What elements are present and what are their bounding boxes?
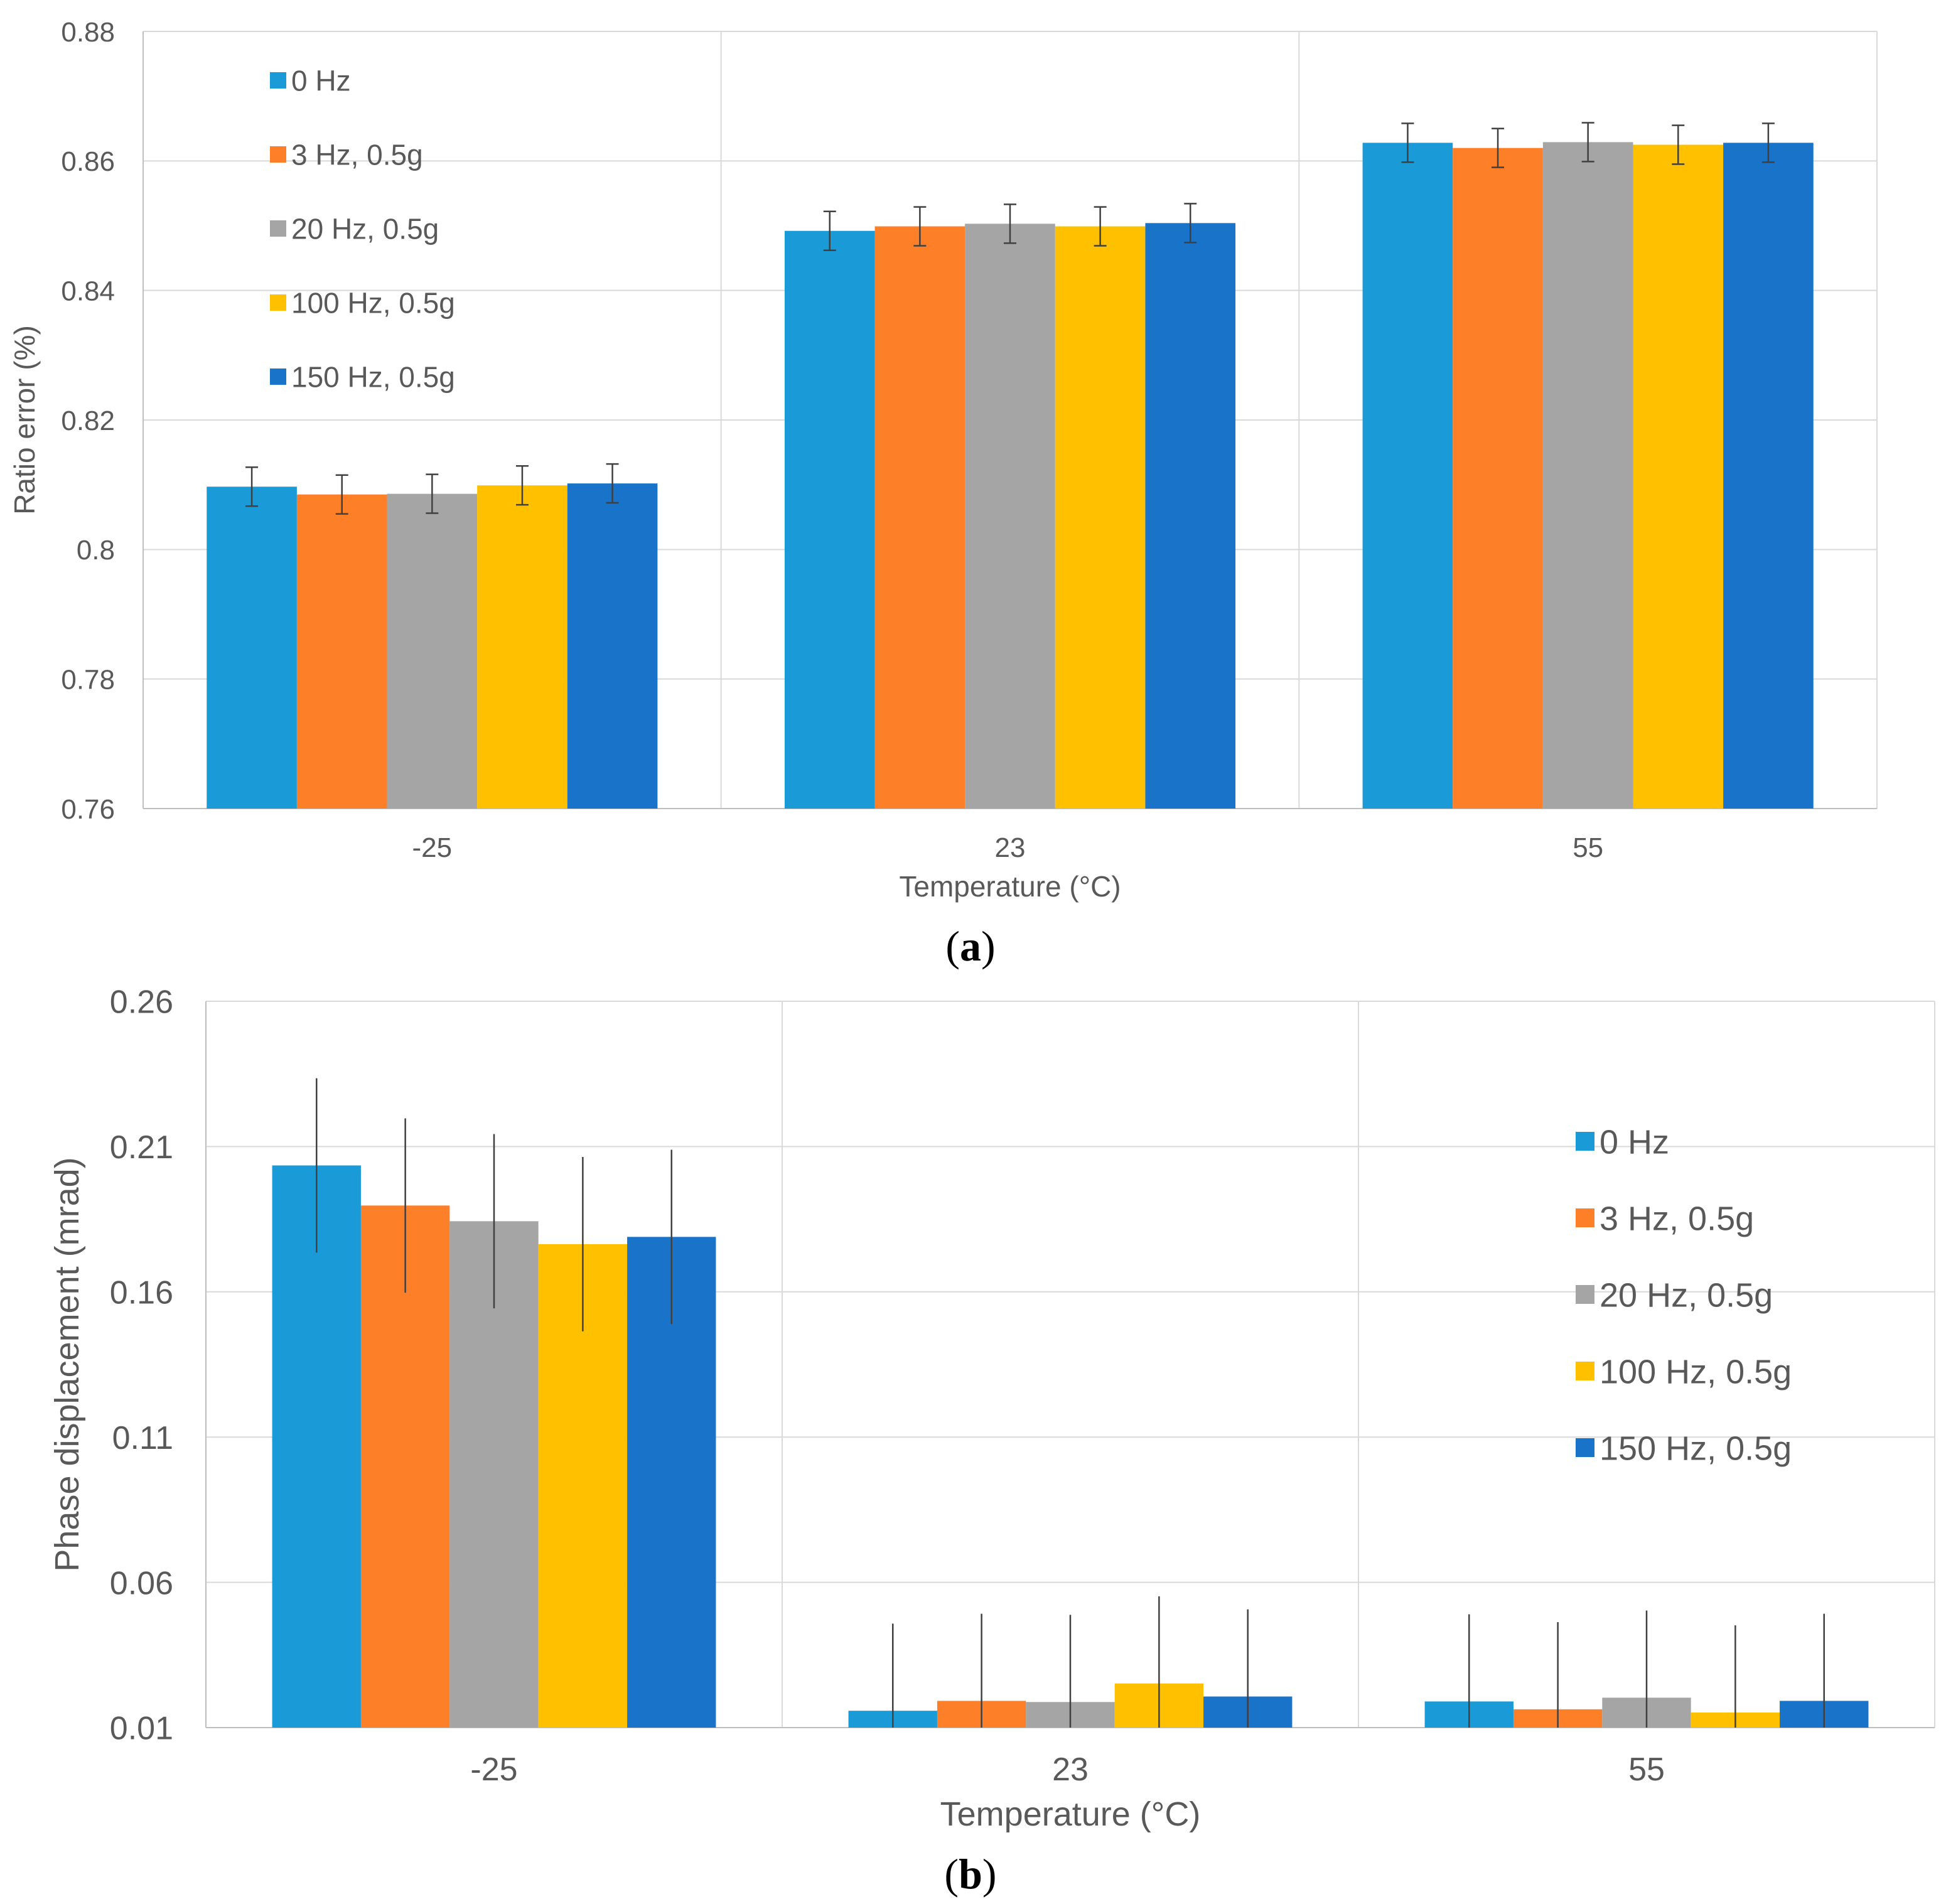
legend-label-4: 150 Hz, 0.5g [291,361,455,394]
legend-label-1: 3 Hz, 0.5g [291,139,423,171]
y-tick-label: 0.76 [61,794,115,825]
x-tick-label: -25 [412,832,453,863]
y-tick-label: 0.26 [110,984,173,1021]
legend-swatch-2 [1576,1285,1594,1304]
legend-swatch-3 [1576,1362,1594,1380]
y-axis-title: Phase displacement (mrad) [48,1157,86,1571]
legend: 0 Hz 3 Hz, 0.5g 20 Hz, 0.5g 100 Hz, 0.5g 150… [270,65,455,394]
bar-55-series-0 [1362,143,1453,809]
bar-23-series-2 [965,223,1055,809]
legend-swatch-2 [270,220,286,237]
y-tick-label: 0.82 [61,406,115,436]
y-tick-label: 0.16 [110,1275,173,1311]
bar--25-series-0 [272,1165,361,1728]
y-tick-label: 0.78 [61,665,115,696]
x-tick-label: -25 [470,1751,517,1788]
x-tick-label: 55 [1573,832,1603,863]
legend: 0 Hz 3 Hz, 0.5g 20 Hz, 0.5g 100 Hz, 0.5g 150… [1576,1123,1792,1467]
y-tick-label: 0.11 [112,1420,173,1456]
legend-swatch-3 [270,294,286,311]
y-axis-title: Ratio error (%) [8,325,41,515]
legend-swatch-1 [1576,1208,1594,1227]
legend-swatch-0 [1576,1132,1594,1151]
panel-label: (a) [945,922,995,970]
bar-23-series-3 [1055,226,1146,809]
bar--25-series-0 [207,487,297,809]
legend-swatch-0 [270,72,286,89]
legend-label-0: 0 Hz [1600,1123,1669,1161]
x-axis-title: Temperature (°C) [940,1795,1201,1833]
x-axis-title: Temperature (°C) [899,870,1121,903]
y-tick-label: 0.01 [110,1711,173,1747]
y-tick-label: 0.8 [77,535,115,566]
legend-label-3: 100 Hz, 0.5g [1600,1353,1792,1390]
bar--25-series-3 [477,485,567,809]
panel-letter: a [960,922,981,970]
legend-label-4: 150 Hz, 0.5g [1600,1429,1792,1467]
y-tick-label: 0.84 [61,276,115,307]
x-tick-label: 23 [995,832,1026,863]
bar-55-series-2 [1542,142,1633,809]
legend-label-2: 20 Hz, 0.5g [291,213,439,245]
legend-swatch-4 [270,368,286,385]
bar-55-series-4 [1723,143,1814,809]
legend-swatch-4 [1576,1438,1594,1457]
bar-23-series-1 [874,226,965,809]
bar--25-series-1 [296,494,387,809]
bar-55-series-1 [1453,148,1543,809]
legend-label-3: 100 Hz, 0.5g [291,287,455,320]
legend-label-2: 20 Hz, 0.5g [1600,1276,1773,1314]
x-tick-label: 23 [1052,1751,1089,1788]
y-tick-label: 0.06 [110,1565,173,1601]
bar-23-series-0 [784,230,875,809]
y-tick-label: 0.21 [110,1129,173,1166]
bar--25-series-4 [567,483,658,809]
legend-swatch-1 [270,146,286,163]
bar-55-series-3 [1633,144,1724,809]
panel-label: (b) [944,1850,996,1898]
legend-label-1: 3 Hz, 0.5g [1600,1200,1754,1237]
x-tick-label: 55 [1628,1751,1665,1788]
y-tick-label: 0.86 [61,146,115,177]
bar--25-series-2 [387,493,478,809]
panel-letter: b [959,1850,982,1898]
legend-label-0: 0 Hz [291,65,351,97]
bar-23-series-4 [1145,223,1236,809]
chart-panel-b: 0.01 0.06 0.11 0.16 0.21 0.26 -25 23 55 Temperatu… [48,984,1935,1898]
y-tick-label: 0.88 [61,17,115,48]
chart-panel-a: 0.76 0.78 0.8 0.82 0.84 0.86 0.88 -25 23 55 Temper… [8,17,1878,970]
